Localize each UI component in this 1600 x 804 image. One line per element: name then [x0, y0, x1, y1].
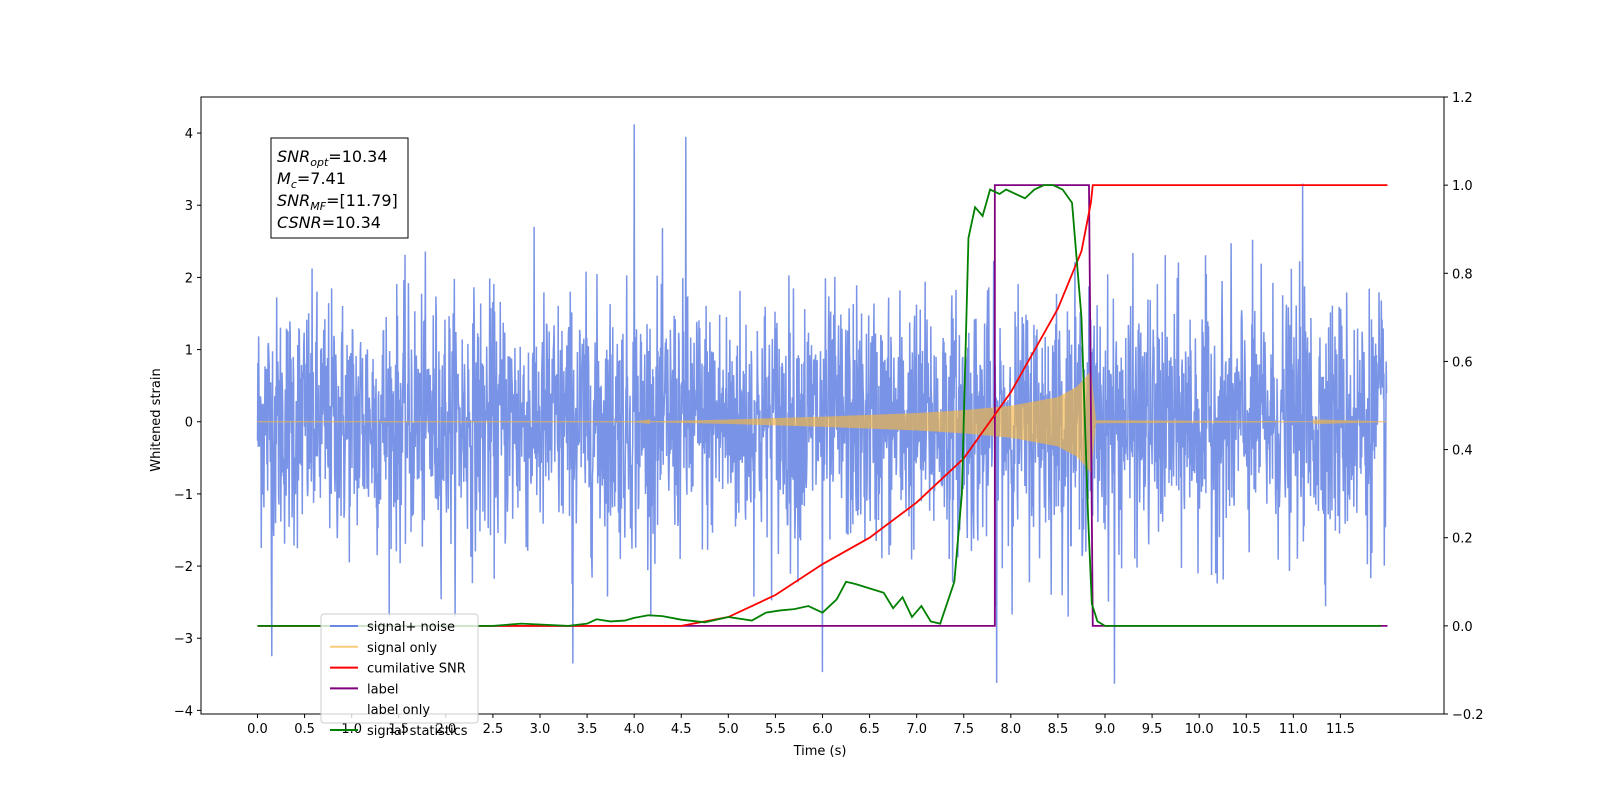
stats-annotation: SNRopt=10.34Mc=7.41SNRMF=[11.79]CSNR=10.… — [270, 137, 409, 239]
x-tick-label: 2.5 — [483, 722, 504, 737]
x-tick-label: 5.0 — [718, 722, 739, 737]
y-tick-label: 1 — [185, 344, 193, 359]
y2-tick-label: 1.2 — [1452, 91, 1473, 106]
annotation-line: CSNR=10.34 — [277, 213, 381, 232]
y2-tick-label: 0.4 — [1452, 444, 1473, 459]
x-tick-label: 9.0 — [1095, 722, 1116, 737]
y2-tick-label: 0.6 — [1452, 355, 1473, 370]
x-tick-label: 8.0 — [1000, 722, 1021, 737]
x-axis: 0.0 0.5 1.0 1.5 2.0 2.5 3.0 3.5 4.0 4.5 5.0 5.5 6.0 6… — [247, 714, 1355, 737]
y-tick-label: −4 — [174, 704, 193, 719]
x-axis-label: Time (s) — [793, 744, 847, 759]
x-tick-label: 10.5 — [1232, 722, 1261, 737]
series-cumulative-snr — [257, 184, 1388, 627]
y-tick-label: −3 — [174, 632, 193, 647]
legend: signal+ noise signal only cumilative SNR la… — [320, 613, 479, 739]
y-axis-label: Whitened strain — [149, 368, 164, 471]
x-tick-label: 2.0 — [435, 722, 456, 737]
legend-label: signal only — [367, 641, 437, 656]
y2-tick-label: −0.2 — [1452, 708, 1484, 723]
series-signal-only — [257, 371, 1387, 473]
x-tick-label: 4.0 — [624, 722, 645, 737]
y-tick-label: 0 — [185, 416, 193, 431]
x-tick-label: 10.0 — [1185, 722, 1214, 737]
x-tick-label: 1.5 — [388, 722, 409, 737]
x-tick-label: 3.5 — [577, 722, 598, 737]
y-tick-label: −1 — [174, 488, 193, 503]
x-tick-label: 0.5 — [294, 722, 315, 737]
x-tick-label: 7.5 — [953, 722, 974, 737]
annotation-line: Mc=7.41 — [277, 169, 346, 191]
x-tick-label: 6.0 — [812, 722, 833, 737]
y-tick-label: 2 — [185, 271, 193, 286]
x-tick-label: 0.0 — [247, 722, 268, 737]
x-tick-label: 11.0 — [1279, 722, 1308, 737]
legend-label: cumilative SNR — [367, 662, 466, 677]
y-tick-label: −2 — [174, 560, 193, 575]
series-signal-statistics — [257, 184, 1381, 627]
series-layer — [256, 124, 1388, 684]
x-tick-label: 6.5 — [859, 722, 880, 737]
y2-tick-label: 1.0 — [1452, 179, 1473, 194]
y-tick-label: 4 — [185, 127, 193, 142]
annotation-frame — [270, 137, 409, 239]
x-tick-label: 4.5 — [671, 722, 692, 737]
annotation-line: SNRMF=[11.79] — [277, 191, 398, 213]
x-tick-label: 8.5 — [1048, 722, 1069, 737]
series-signal-noise — [256, 124, 1388, 684]
y2-tick-label: 0.2 — [1452, 532, 1473, 547]
x-tick-label: 9.5 — [1142, 722, 1163, 737]
legend-label: signal statistics — [367, 724, 468, 739]
x-tick-label: 5.5 — [765, 722, 786, 737]
y2-tick-label: 0.0 — [1452, 620, 1473, 635]
legend-label: label — [367, 682, 398, 697]
x-tick-label: 3.0 — [530, 722, 551, 737]
x-tick-label: 7.0 — [906, 722, 927, 737]
y-tick-label: 3 — [185, 199, 193, 214]
legend-frame — [320, 613, 479, 724]
x-tick-label: 11.5 — [1326, 722, 1355, 737]
legend-label: label only — [367, 703, 430, 718]
annotation-line: SNRopt=10.34 — [277, 147, 388, 169]
y-axis-right: −0.2 0.0 0.2 0.4 0.6 0.8 1.0 1.2 — [1444, 91, 1484, 723]
y-axis-left: −4 −3 −2 −1 0 1 2 3 4 — [174, 127, 201, 719]
legend-label: signal+ noise — [367, 620, 455, 635]
y2-tick-label: 0.8 — [1452, 267, 1473, 282]
